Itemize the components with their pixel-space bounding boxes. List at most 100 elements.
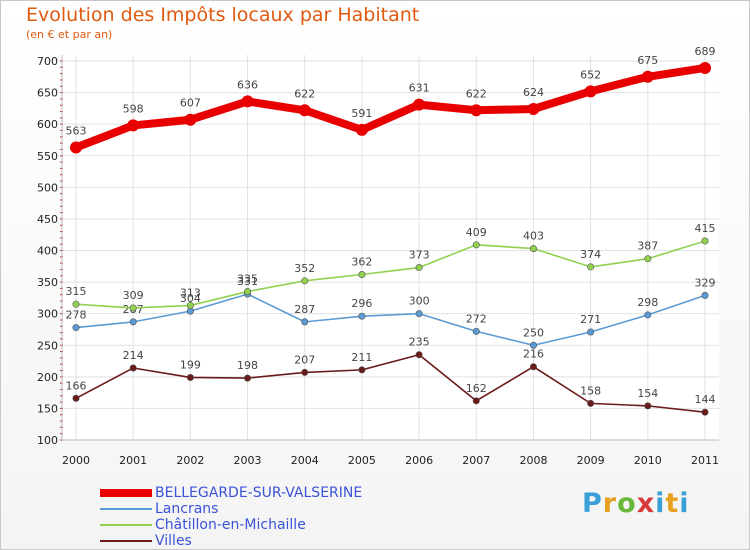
data-point: [584, 85, 597, 98]
data-label: 329: [695, 276, 716, 289]
x-tick-label: 2002: [176, 454, 204, 467]
x-tick-label: 2003: [234, 454, 262, 467]
data-point: [70, 141, 82, 154]
data-point: [241, 95, 254, 108]
legend-item: BELLEGARDE-SUR-VALSERINE: [100, 485, 400, 501]
data-point: [699, 61, 711, 74]
data-point: [472, 397, 480, 405]
data-point: [587, 328, 595, 336]
data-point: [413, 98, 426, 111]
data-point: [644, 255, 652, 263]
data-point: [472, 241, 480, 249]
data-point: [641, 70, 654, 83]
y-tick-label: 100: [37, 434, 58, 447]
data-point: [301, 368, 309, 376]
y-tick-label: 400: [37, 245, 58, 258]
data-point: [701, 237, 709, 245]
data-point: [529, 245, 537, 253]
data-point: [587, 399, 595, 407]
data-label: 403: [523, 230, 544, 243]
y-tick-label: 450: [37, 213, 58, 226]
data-label: 415: [695, 222, 716, 235]
y-tick-label: 600: [37, 118, 58, 131]
series-line: [75, 353, 706, 414]
legend-swatch: [100, 524, 152, 526]
data-label: 689: [695, 45, 716, 58]
data-point: [127, 119, 140, 132]
series-line: [72, 63, 709, 152]
data-point: [129, 318, 137, 326]
data-label: 198: [237, 359, 258, 372]
series-line: [75, 240, 706, 309]
chart-subtitle: (en € et par an): [26, 28, 113, 41]
y-tick-label: 650: [37, 87, 58, 100]
data-point: [186, 373, 194, 381]
chart-title: Evolution des Impôts locaux par Habitant: [26, 4, 420, 26]
x-tick-label: 2004: [291, 454, 319, 467]
y-tick-label: 200: [37, 371, 58, 384]
legend-item: Châtillon-en-Michaille: [100, 517, 400, 533]
data-point: [415, 310, 423, 318]
data-label: 271: [580, 313, 601, 326]
data-label: 607: [180, 97, 201, 110]
data-label: 296: [351, 297, 372, 310]
legend-label: Villes: [155, 533, 192, 549]
x-tick-label: 2010: [634, 454, 662, 467]
data-label: 675: [637, 54, 658, 67]
y-tick-label: 550: [37, 150, 58, 163]
data-point: [358, 271, 366, 279]
data-label: 216: [523, 348, 544, 361]
data-label: 199: [180, 358, 201, 371]
data-label: 158: [580, 384, 601, 397]
data-label: 144: [695, 393, 716, 406]
data-label: 598: [123, 102, 144, 115]
data-point: [644, 402, 652, 410]
data-point: [355, 123, 368, 136]
data-point: [129, 364, 137, 372]
data-label: 387: [637, 240, 658, 253]
data-label: 287: [294, 303, 315, 316]
y-tick-label: 150: [37, 402, 58, 415]
data-label: 652: [580, 68, 601, 81]
data-label: 622: [466, 87, 487, 100]
series-line: [75, 293, 706, 347]
data-point: [129, 304, 137, 312]
data-point: [72, 324, 80, 332]
data-label: 622: [294, 87, 315, 100]
data-point: [701, 408, 709, 416]
data-label: 636: [237, 78, 258, 91]
data-label: 214: [123, 349, 144, 362]
data-label: 409: [466, 226, 487, 239]
legend-swatch: [100, 508, 152, 510]
legend-swatch: [100, 540, 152, 542]
data-point: [470, 104, 483, 117]
legend-label: BELLEGARDE-SUR-VALSERINE: [155, 485, 363, 501]
data-point: [72, 300, 80, 308]
y-tick-label: 250: [37, 339, 58, 352]
data-point: [301, 318, 309, 326]
y-tick-label: 300: [37, 308, 58, 321]
data-label: 331: [237, 275, 258, 288]
y-tick-label: 500: [37, 181, 58, 194]
x-tick-label: 2000: [62, 454, 90, 467]
legend-item: Villes: [100, 533, 400, 549]
data-label: 563: [66, 125, 87, 138]
data-label: 207: [294, 353, 315, 366]
data-label: 272: [466, 312, 487, 325]
legend-label: Châtillon-en-Michaille: [155, 517, 306, 533]
data-label: 162: [466, 382, 487, 395]
data-point: [186, 301, 194, 309]
data-label: 235: [409, 336, 430, 349]
data-point: [244, 374, 252, 382]
x-tick-label: 2011: [691, 454, 719, 467]
data-point: [244, 288, 252, 296]
x-tick-label: 2007: [462, 454, 490, 467]
data-point: [529, 363, 537, 371]
y-tick-label: 350: [37, 276, 58, 289]
x-tick-label: 2009: [577, 454, 605, 467]
legend-item: Lancrans: [100, 501, 400, 517]
data-label: 373: [409, 249, 430, 262]
data-point: [301, 277, 309, 285]
data-label: 352: [294, 262, 315, 275]
